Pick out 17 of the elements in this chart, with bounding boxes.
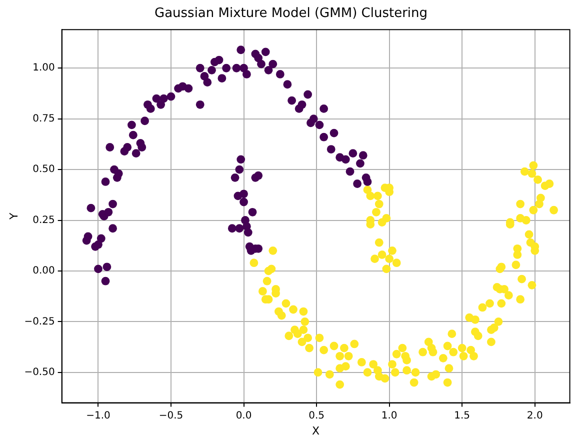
x-tick-label: 1.0 <box>381 410 398 422</box>
y-axis-title: Y <box>7 212 20 221</box>
x-axis-title: X <box>312 424 320 438</box>
y-tick-label: 0.00 <box>32 266 55 277</box>
x-tick-label: 2.0 <box>526 410 543 422</box>
y-tick-label: −0.50 <box>24 366 55 378</box>
x-tick-label: 0.5 <box>308 410 325 422</box>
y-tick-label: 0.50 <box>32 164 55 176</box>
x-tick-label: 0.0 <box>236 410 252 422</box>
y-tick-label: −0.25 <box>24 316 55 328</box>
y-tick-label: 0.75 <box>32 113 55 124</box>
y-tick-label: 0.25 <box>32 214 55 226</box>
chart-title: Gaussian Mixture Model (GMM) Clustering <box>154 6 428 22</box>
y-tick-label: 1.00 <box>32 62 55 74</box>
x-tick-label: −0.5 <box>158 410 184 422</box>
x-tick-label: −1.0 <box>86 410 110 422</box>
x-tick-label: 1.5 <box>454 410 470 422</box>
